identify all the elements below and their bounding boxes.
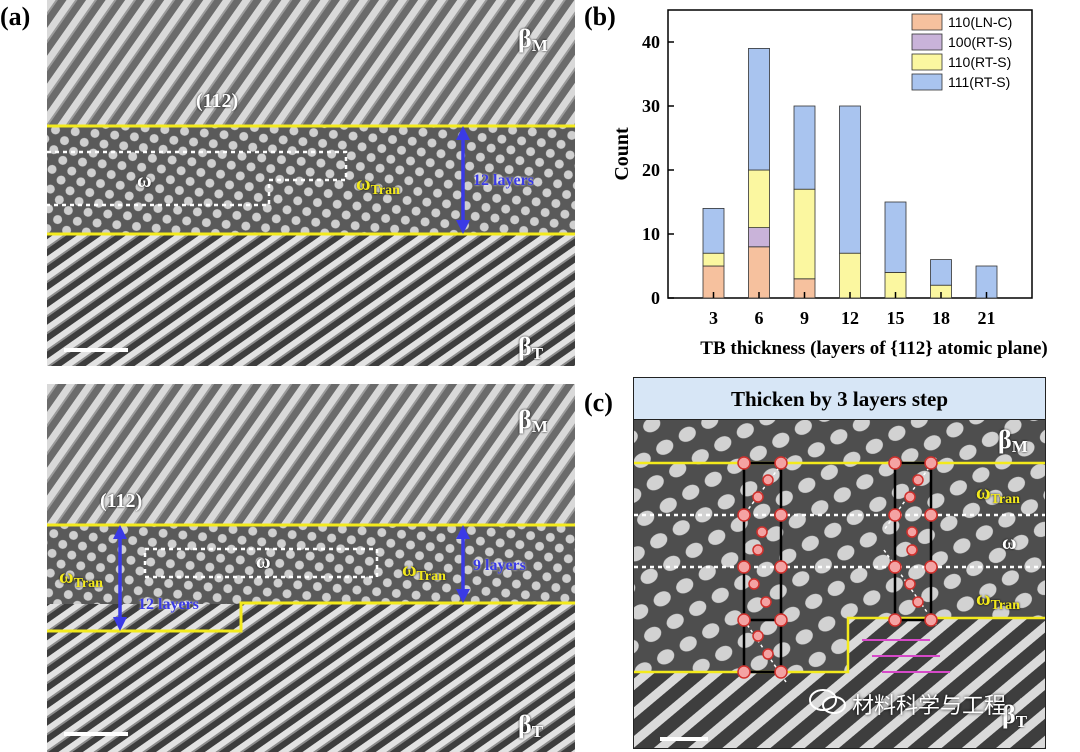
bar-segment <box>748 246 770 299</box>
watermark-text: 材料科学与工程 <box>852 694 1007 719</box>
bar-segment <box>748 48 770 171</box>
legend-swatch <box>911 13 943 31</box>
panel-c-label: (c) <box>584 388 613 417</box>
y-axis-label: Count <box>611 127 633 181</box>
bottom-plane-label: (112) <box>100 490 143 512</box>
legend-swatch <box>911 53 943 71</box>
bar-segment <box>748 169 770 228</box>
top-omega-tran-label: ωTran <box>356 173 400 198</box>
bottom-omega-tran-right-label: ωTran <box>402 559 446 584</box>
panel-a-bottom-image <box>47 384 575 752</box>
c-scale-bar <box>660 737 708 741</box>
thickness-count-chart: 0 10 20 30 40 3 6 9 12 15 18 21 TB thickness (layers… <box>611 9 1048 359</box>
legend-entry: 110(RT-S) <box>948 54 1011 70</box>
y-tick-label: 10 <box>642 224 660 244</box>
panel-a-top-image <box>47 0 575 366</box>
wechat-icon <box>809 689 846 714</box>
bar-segment <box>793 188 816 280</box>
legend-entry: 100(RT-S) <box>948 34 1012 50</box>
bottom-scale-bar <box>64 732 128 736</box>
panel-a-label: (a) <box>0 2 31 31</box>
legend-entry: 111(RT-S) <box>948 74 1010 90</box>
y-tick-label: 20 <box>642 160 660 180</box>
bottom-beta-m-label: βM <box>518 405 548 436</box>
x-tick-label: 21 <box>978 308 996 328</box>
bottom-beta-t-label: βT <box>518 710 544 741</box>
bar-segment <box>930 259 952 286</box>
legend-entry: 110(LN-C) <box>948 14 1012 30</box>
x-tick-label: 12 <box>841 308 859 328</box>
top-beta-m-label: βM <box>518 24 548 55</box>
c-beta-t-label: βT <box>1002 700 1028 731</box>
x-axis-label: TB thickness (layers of {112} atomic pla… <box>700 338 1047 359</box>
y-tick-label: 40 <box>642 32 660 52</box>
legend-swatch <box>911 73 943 91</box>
bar-segment <box>884 201 907 273</box>
y-tick-label: 30 <box>642 96 660 116</box>
legend-swatch <box>911 33 943 51</box>
bar-segment <box>748 227 770 248</box>
x-tick-label: 9 <box>800 308 809 328</box>
bar-segment <box>793 105 816 190</box>
bottom-omega-tran-left-label: ωTran <box>59 566 103 591</box>
top-beta-t-label: βT <box>518 332 544 363</box>
top-layers-label: 12 layers <box>473 172 534 189</box>
x-tick-label: 6 <box>755 308 764 328</box>
bar-segment <box>702 252 725 267</box>
x-tick-label: 3 <box>709 308 718 328</box>
x-tick-label: 15 <box>887 308 905 328</box>
bar-segment <box>702 207 725 254</box>
bottom-layers-left-label: 12 layers <box>138 596 199 613</box>
bottom-omega-label: ω <box>256 551 271 573</box>
bottom-layers-right-label: 9 layers <box>473 557 526 574</box>
c-omega-label: ω <box>1002 532 1017 554</box>
panel-b-label: (b) <box>584 2 616 31</box>
panel-c-image <box>633 419 1046 749</box>
x-tick-label: 18 <box>932 308 950 328</box>
c-omega-tran-bottom-label: ωTran <box>976 588 1020 613</box>
panel-c-banner: Thicken by 3 layers step <box>633 377 1046 420</box>
top-omega-label: ω <box>137 170 152 192</box>
bar-segment <box>839 105 861 254</box>
c-omega-tran-top-label: ωTran <box>976 482 1020 507</box>
y-tick-label: 0 <box>651 288 660 308</box>
bar-segment <box>839 252 861 299</box>
top-scale-bar <box>64 348 128 352</box>
c-beta-m-label: βM <box>998 425 1028 456</box>
top-plane-label: (112) <box>196 90 239 112</box>
